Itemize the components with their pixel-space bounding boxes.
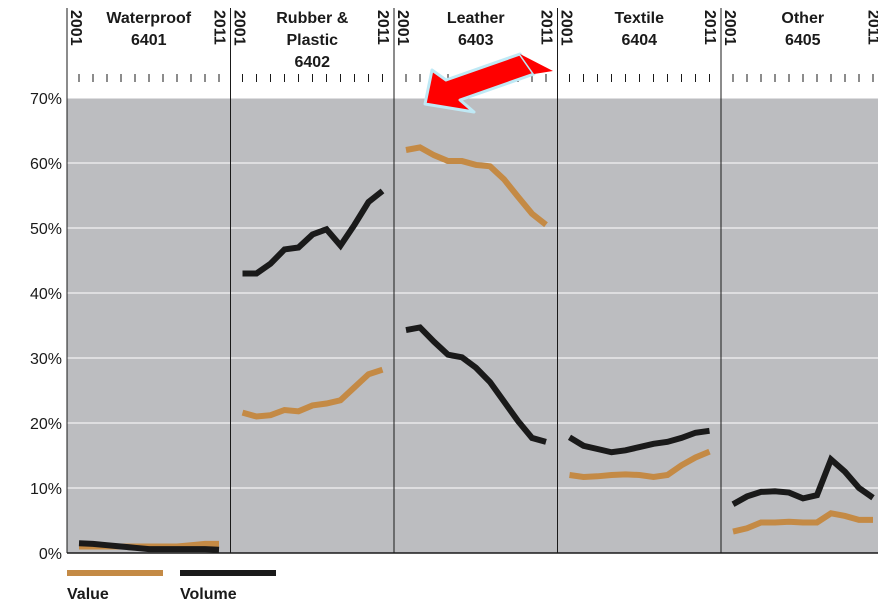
- panel-title: Textile: [615, 10, 665, 27]
- panel-title: Other: [781, 10, 824, 27]
- y-tick-label: 30%: [30, 351, 62, 368]
- red-arrow-tip: [520, 54, 553, 74]
- series-line: [405, 144, 548, 228]
- x-tick-label: 2001: [230, 10, 247, 46]
- plot-layer: 0% 10% 20% 30% 40% 50% 60% 70% Waterproof 6401 200…: [30, 8, 878, 603]
- y-tick-label: 60%: [30, 156, 62, 173]
- series-line: [732, 510, 873, 535]
- panel-title: Leather: [447, 10, 505, 27]
- legend-label: Volume: [180, 586, 237, 603]
- series-line: [567, 427, 710, 456]
- x-tick-label: 2001: [67, 10, 84, 46]
- x-tick-label: 2001: [721, 10, 738, 46]
- panel-title: 6401: [131, 32, 167, 49]
- x-tick-label: 2011: [864, 10, 878, 45]
- y-tick-label: 50%: [30, 221, 62, 238]
- panel-title: 6403: [458, 32, 494, 49]
- series-line: [241, 366, 384, 420]
- y-tick-label: 0%: [39, 546, 62, 563]
- series-line: [405, 324, 547, 445]
- plot-background: [67, 98, 878, 553]
- x-tick-label: 2001: [394, 10, 411, 46]
- legend-label: Value: [67, 586, 109, 603]
- series-line: [78, 540, 220, 553]
- y-tick-label: 10%: [30, 481, 62, 498]
- panel-title: Waterproof: [106, 10, 191, 27]
- y-tick-label: 70%: [30, 91, 62, 108]
- y-tick-label: 40%: [30, 286, 62, 303]
- x-tick-label: 2011: [374, 10, 391, 45]
- panel-title: Rubber &: [276, 10, 348, 27]
- panel-title: 6405: [785, 32, 821, 49]
- panel-title: 6402: [294, 54, 330, 71]
- series-line: [731, 454, 875, 507]
- x-tick-label: 2011: [537, 10, 554, 45]
- panel-title: Plastic: [286, 32, 338, 49]
- series-line: [242, 188, 385, 277]
- x-tick-label: 2011: [701, 10, 718, 45]
- series-line: [569, 448, 711, 480]
- x-tick-label: 2011: [210, 10, 227, 45]
- x-tick-label: 2001: [557, 10, 574, 46]
- y-tick-label: 20%: [30, 416, 62, 433]
- panel-title: 6404: [621, 32, 657, 49]
